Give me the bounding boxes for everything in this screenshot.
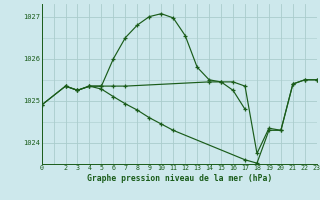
X-axis label: Graphe pression niveau de la mer (hPa): Graphe pression niveau de la mer (hPa) — [87, 174, 272, 183]
